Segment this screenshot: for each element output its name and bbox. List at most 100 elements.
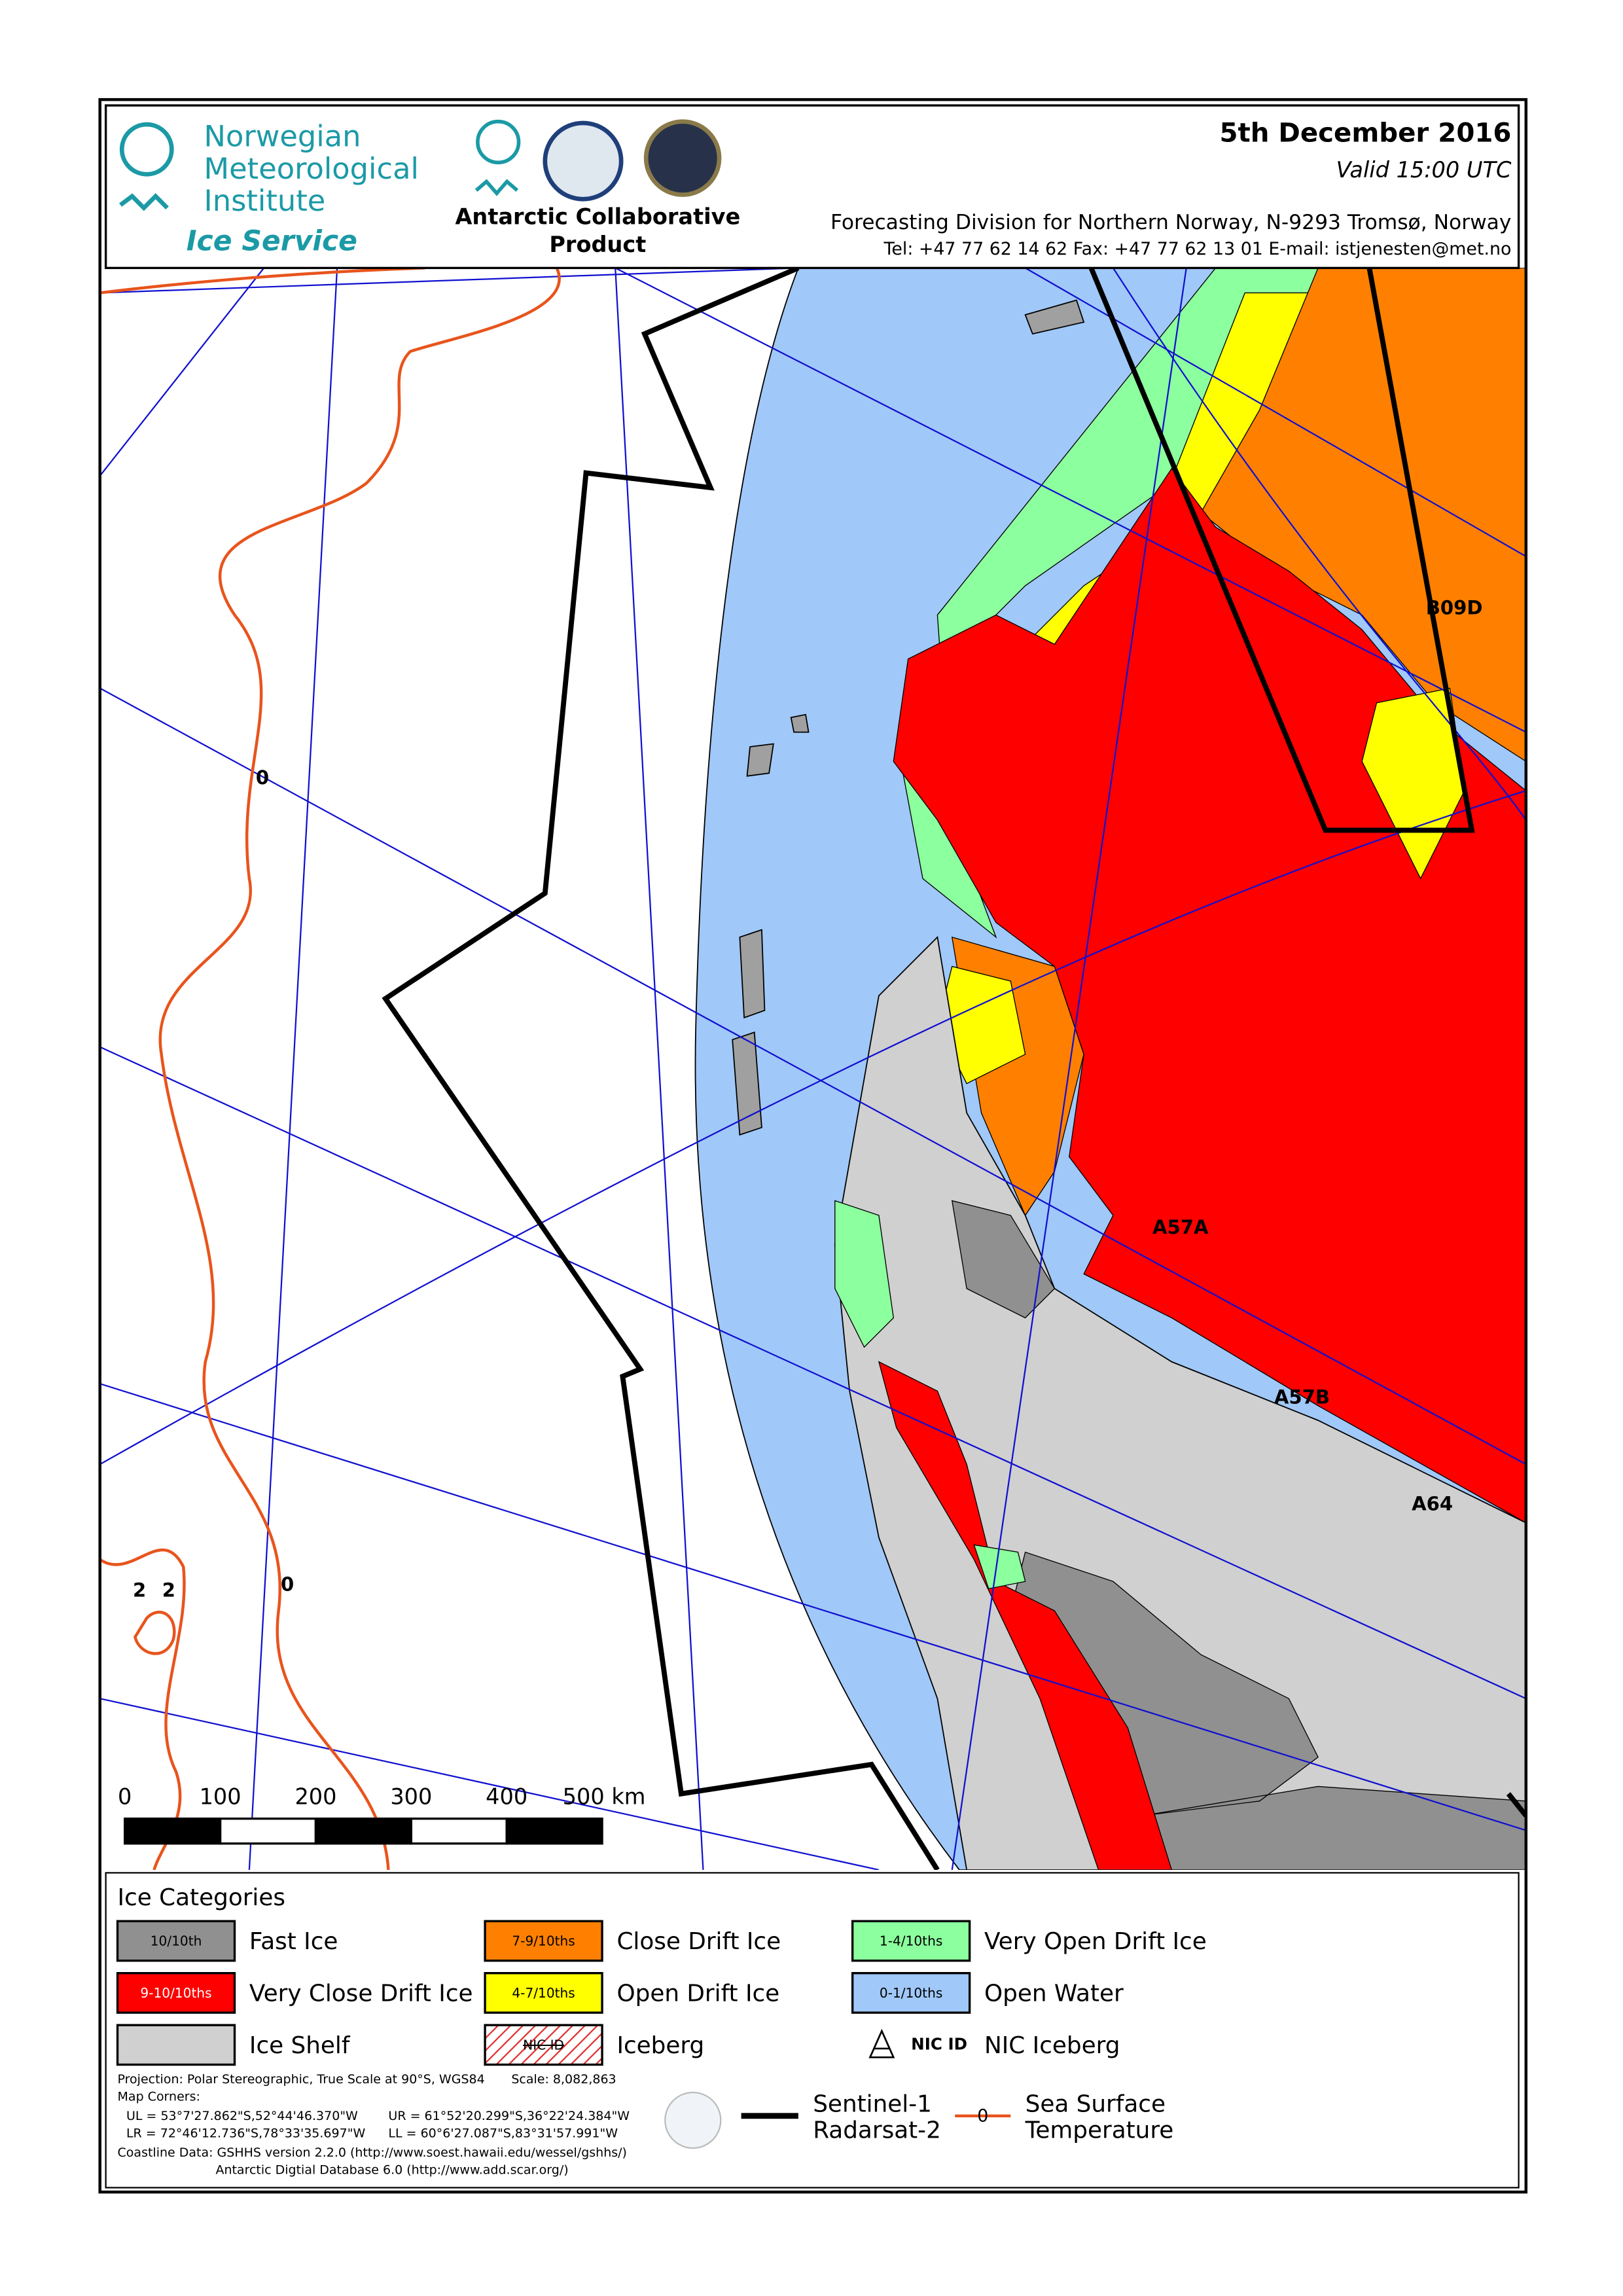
legend-swatch xyxy=(484,2024,603,2066)
coverage-outline xyxy=(1506,1792,1526,1818)
legend-box xyxy=(105,1872,1520,2189)
myocean-logo xyxy=(664,2091,722,2149)
legend-name: Ice Shelf xyxy=(249,2032,351,2059)
partner-logo xyxy=(543,120,624,202)
graticule-line xyxy=(248,268,338,1870)
map xyxy=(99,268,1526,1870)
met-logo xyxy=(119,122,174,177)
map-frame xyxy=(98,98,1528,2194)
legend-note: LR = 72°46'12.736"S,78°33'35.697"W xyxy=(126,2126,365,2141)
legend-code: NIC ID xyxy=(911,2035,967,2054)
legend-note: Antarctic Digtial Database 6.0 (http://w… xyxy=(215,2163,568,2178)
legend-name: Iceberg xyxy=(616,2032,704,2059)
valid-time: Valid 15:00 UTC xyxy=(1336,157,1512,183)
legend-title: Ice Categories xyxy=(118,1884,285,1911)
iceberg-label: A57B xyxy=(1274,1386,1330,1408)
graticule-line xyxy=(99,687,1526,1465)
legend-swatch xyxy=(484,1920,603,1962)
island xyxy=(746,743,774,777)
graticule-line xyxy=(99,1383,1526,1831)
legend-note: Map Corners: xyxy=(118,2090,200,2104)
islands xyxy=(732,299,1085,1136)
island xyxy=(1024,299,1085,335)
coverage-outline xyxy=(382,268,940,1870)
sst-label: 0 xyxy=(281,1573,294,1596)
legend-swatch xyxy=(484,1972,603,2014)
legend-note: LL = 60°6'27.087"S,83°31'57.991"W xyxy=(388,2126,618,2141)
scale-segment xyxy=(410,1817,508,1845)
graticule-line xyxy=(99,1698,880,1870)
scale-label: 300 xyxy=(390,1784,432,1810)
sst-label: 2 xyxy=(133,1579,146,1602)
legend-note: UR = 61°52'20.299"S,36°22'24.384"W xyxy=(388,2109,630,2123)
sst-label: 0 xyxy=(256,766,269,789)
org-name: Norwegian xyxy=(204,119,361,154)
very-close-drift-ice xyxy=(893,467,1526,1524)
graticule-line xyxy=(951,268,1187,1870)
scale-label: 0 xyxy=(118,1784,132,1810)
division: Forecasting Division for Northern Norway… xyxy=(830,211,1511,234)
legend-line-name: Sea Surface xyxy=(1026,2090,1166,2117)
very-open-drift-ice xyxy=(834,1200,1026,1590)
island xyxy=(732,1031,762,1136)
legend-line-name: Radarsat-2 xyxy=(813,2117,941,2144)
graticule-line xyxy=(1112,268,1526,821)
legend-code: 7-9/10ths xyxy=(512,1933,575,1948)
ice-shelf xyxy=(834,935,1526,1870)
legend-code: 1-4/10ths xyxy=(880,1933,942,1948)
island xyxy=(790,713,810,733)
legend-swatch xyxy=(851,1972,971,2014)
scale-label: 400 xyxy=(486,1784,527,1810)
graticule-line xyxy=(99,268,798,294)
legend-code: 4-7/10ths xyxy=(512,1985,575,2001)
legend-name: Very Close Drift Ice xyxy=(249,1981,473,2007)
legend-name: Close Drift Ice xyxy=(616,1928,781,1955)
scale-segment xyxy=(124,1817,222,1845)
date: 5th December 2016 xyxy=(1219,118,1511,149)
graticule-line xyxy=(615,268,704,1870)
graticule-line xyxy=(99,268,265,476)
iceberg-label: A64 xyxy=(1412,1493,1453,1515)
scale-label: 100 xyxy=(200,1784,241,1810)
org-name: Institute xyxy=(204,183,326,218)
legend-swatch xyxy=(116,1920,236,1962)
island xyxy=(739,929,766,1019)
legend-line-name: Sentinel-1 xyxy=(813,2090,932,2117)
scale-segment xyxy=(219,1817,317,1845)
very-close-drift-ice xyxy=(878,1361,1173,1870)
partner-logo xyxy=(643,119,722,197)
iceberg-label: B09D xyxy=(1426,596,1483,619)
nic-iceberg-icon xyxy=(868,2028,895,2058)
legend-code: 9-10/10ths xyxy=(140,1985,211,2001)
satellite-coverage xyxy=(382,268,1526,1870)
iceberg-label: A57A xyxy=(1152,1216,1209,1238)
met-logo-wave xyxy=(119,193,169,211)
graticule-line xyxy=(615,268,1526,733)
legend-name: Open Drift Ice xyxy=(616,1981,779,2007)
sst-label: 2 xyxy=(162,1579,175,1602)
met-logo-small-wave xyxy=(474,179,519,196)
sst-isoline xyxy=(133,1610,176,1655)
graticule-line xyxy=(99,790,1526,1465)
legend-name: Very Open Drift Ice xyxy=(984,1928,1207,1955)
graticule-line xyxy=(99,1046,1526,1700)
legend-swatch xyxy=(116,2024,236,2066)
met-logo-small xyxy=(476,119,521,165)
product-name: Antarctic Collaborative xyxy=(455,204,740,230)
sst-isoline xyxy=(99,268,561,1870)
coverage-outline xyxy=(1088,268,1475,833)
scale-segment xyxy=(314,1817,413,1845)
legend-code: 10/10th xyxy=(151,1933,202,1948)
legend-note: Projection: Polar Stereographic, True Sc… xyxy=(118,2072,485,2087)
legend-name: Open Water xyxy=(984,1981,1124,2007)
legend-line-name: Temperature xyxy=(1025,2117,1174,2144)
contact: Tel: +47 77 62 14 62 Fax: +47 77 62 13 0… xyxy=(883,239,1512,259)
legend-name: NIC Iceberg xyxy=(984,2032,1120,2059)
legend-line-symbol: 0 xyxy=(977,2106,988,2126)
legend-code: NIC ID xyxy=(523,2037,564,2053)
scale-segment xyxy=(505,1817,603,1845)
header-box xyxy=(104,104,1520,270)
legend-code: 0-1/10ths xyxy=(880,1985,942,2001)
